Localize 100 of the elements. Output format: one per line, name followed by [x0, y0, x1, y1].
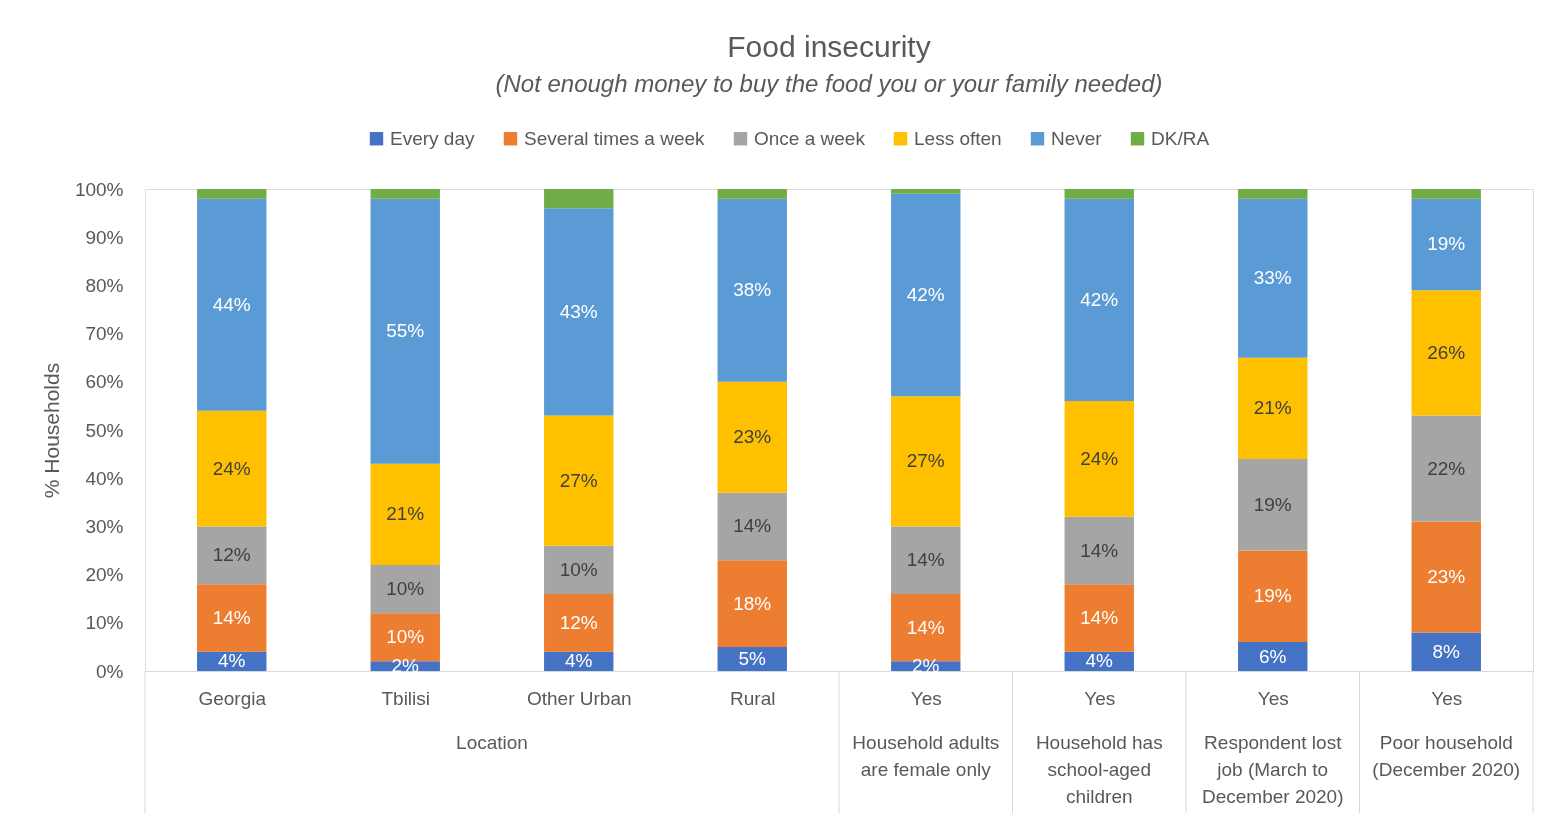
data-label: 8% — [1432, 640, 1461, 662]
data-label: 21% — [386, 503, 425, 525]
bar — [1064, 401, 1134, 517]
data-label: 14% — [733, 515, 772, 537]
bar — [891, 396, 961, 527]
data-label: 22% — [1427, 457, 1466, 479]
data-label: 14% — [1080, 606, 1119, 628]
bar — [197, 410, 267, 527]
bar — [1238, 458, 1308, 551]
data-label: 27% — [559, 469, 598, 491]
y-tick-label: 90% — [85, 226, 124, 248]
bar — [544, 208, 614, 416]
text: Household adults are female only — [852, 732, 1000, 780]
bar — [717, 492, 787, 561]
bar — [197, 526, 267, 585]
x-tick-label: Other Urban — [526, 687, 632, 709]
data-label: 24% — [1080, 447, 1119, 469]
bar — [1064, 516, 1134, 585]
bar — [717, 189, 787, 199]
y-axis-title: % Households — [39, 362, 63, 499]
text: Location — [456, 732, 528, 753]
data-label: 19% — [1253, 585, 1292, 607]
bar — [1411, 415, 1481, 522]
data-label: 12% — [559, 611, 598, 633]
data-label: 19% — [1253, 493, 1292, 515]
data-label: 14% — [906, 549, 945, 571]
data-label: 21% — [1253, 397, 1292, 419]
data-label: 44% — [212, 293, 251, 315]
bar — [370, 189, 440, 199]
y-tick-label: 80% — [85, 274, 124, 296]
data-label: 27% — [906, 450, 945, 472]
data-label: 12% — [212, 544, 251, 566]
bar — [370, 198, 440, 464]
data-label: 19% — [1427, 233, 1466, 255]
data-label: 4% — [218, 650, 246, 672]
x-tick-label: Rural — [730, 687, 776, 709]
data-label: 33% — [1253, 267, 1292, 289]
bar — [544, 545, 614, 594]
y-tick-label: 60% — [85, 371, 124, 393]
bar — [1238, 642, 1308, 671]
chart-title: Food insecurity — [727, 30, 931, 63]
data-label: 5% — [738, 647, 767, 669]
bar — [197, 189, 267, 199]
x-tick-label: Tbilisi — [381, 687, 431, 709]
data-label: 4% — [565, 650, 593, 672]
bar — [1411, 189, 1481, 199]
bar — [1238, 189, 1308, 199]
data-label: 42% — [1080, 288, 1119, 310]
x-tick-label: Yes — [1084, 687, 1116, 709]
bar — [1238, 550, 1308, 643]
x-tick-label: Yes — [1431, 687, 1463, 709]
bar — [717, 560, 787, 647]
x-tick-label: Yes — [910, 687, 942, 709]
data-label: 23% — [1427, 566, 1466, 588]
y-tick-label: 0% — [96, 660, 124, 682]
x-tick-label: Georgia — [198, 687, 267, 709]
bar — [544, 593, 614, 652]
bar — [370, 463, 440, 565]
data-label: 10% — [386, 578, 425, 600]
chart-subtitle: (Not enough money to buy the food you or your family needed) — [495, 70, 1163, 97]
y-tick-label: 10% — [85, 612, 124, 634]
bar — [1411, 632, 1481, 671]
bar — [1064, 198, 1134, 402]
data-label: 10% — [386, 626, 425, 648]
bar — [1411, 290, 1481, 416]
bar — [544, 415, 614, 546]
bar — [1064, 584, 1134, 652]
legend-label: Never — [1051, 127, 1103, 149]
bar — [891, 193, 961, 397]
data-label: 6% — [1259, 645, 1287, 667]
data-label: 55% — [386, 320, 425, 342]
y-tick-label: 30% — [85, 515, 124, 537]
text: Poor household (December 2020) — [1372, 732, 1521, 780]
data-label: 10% — [559, 558, 598, 580]
text: Respondent lost job (March to December 2020) — [1201, 732, 1344, 807]
data-label: 38% — [733, 279, 772, 301]
legend-label: Once a week — [754, 127, 866, 149]
bar — [1411, 521, 1481, 633]
y-tick-label: 40% — [85, 467, 124, 489]
bar — [370, 564, 440, 614]
bar — [1238, 357, 1308, 459]
data-label: 14% — [1080, 539, 1119, 561]
data-label: 14% — [906, 616, 945, 638]
data-label: 24% — [212, 457, 251, 479]
x-tick-label: Yes — [1257, 687, 1289, 709]
legend-label: Several times a week — [524, 127, 706, 149]
legend-label: Less often — [914, 127, 1002, 149]
bar — [1238, 198, 1308, 358]
data-label: 2% — [391, 655, 420, 677]
data-label: 14% — [212, 606, 251, 628]
data-label: 18% — [733, 592, 772, 614]
bar — [891, 526, 961, 594]
bar — [544, 189, 614, 209]
bar — [197, 198, 267, 411]
data-label: 26% — [1427, 341, 1466, 363]
bar — [717, 381, 787, 493]
bar — [1411, 198, 1481, 291]
bar — [717, 198, 787, 382]
y-tick-label: 70% — [85, 323, 124, 345]
y-tick-label: 20% — [85, 564, 124, 586]
